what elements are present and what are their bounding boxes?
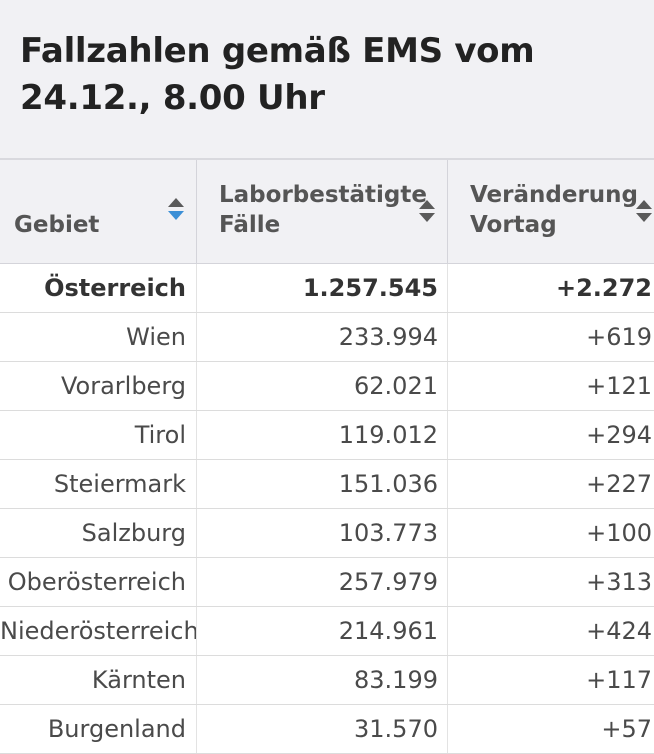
cases-cell: 119.012 <box>196 411 438 459</box>
change-cell: +619 <box>447 313 654 361</box>
column-header-label: Laborbestätigte Fälle <box>219 182 427 238</box>
table-row: Vorarlberg 62.021 +121 <box>0 362 654 411</box>
table-row-total: Österreich 1.257.545 +2.272 <box>0 264 654 313</box>
region-cell: Steiermark <box>53 470 186 498</box>
table-row: Kärnten 83.199 +117 <box>0 656 654 705</box>
change-cell: +121 <box>447 362 654 410</box>
table-header: Gebiet Laborbestätigte Fälle Veränderung… <box>0 160 654 264</box>
change-cell: +227 <box>447 460 654 508</box>
region-cell: Vorarlberg <box>60 372 186 400</box>
region-cell: Wien <box>126 323 186 351</box>
region-cell: Niederösterreich <box>0 617 199 645</box>
cases-cell: 151.036 <box>196 460 438 508</box>
sort-descending-icon[interactable] <box>168 198 184 222</box>
change-cell: +2.272 <box>447 264 654 312</box>
cases-cell: 233.994 <box>196 313 438 361</box>
column-header-label: Veränderung Vortag <box>470 182 638 238</box>
table-row: Niederösterreich 214.961 +424 <box>0 607 654 656</box>
cases-cell: 257.979 <box>196 558 438 606</box>
table-row: Salzburg 103.773 +100 <box>0 509 654 558</box>
column-header-label: Gebiet <box>14 212 100 238</box>
table-row: Tirol 119.012 +294 <box>0 411 654 460</box>
table-row: Wien 233.994 +619 <box>0 313 654 362</box>
change-cell: +313 <box>447 558 654 606</box>
cases-cell: 83.199 <box>196 656 438 704</box>
cases-cell: 103.773 <box>196 509 438 557</box>
cases-cell: 62.021 <box>196 362 438 410</box>
table-row: Burgenland 31.570 +57 <box>0 705 654 754</box>
change-cell: +424 <box>447 607 654 655</box>
column-header-confirmed-cases[interactable]: Laborbestätigte Fälle <box>196 160 447 264</box>
cases-cell: 1.257.545 <box>196 264 438 312</box>
sort-icon[interactable] <box>419 200 435 224</box>
sort-icon[interactable] <box>636 200 652 224</box>
table-row: Steiermark 151.036 +227 <box>0 460 654 509</box>
change-cell: +294 <box>447 411 654 459</box>
change-cell: +100 <box>447 509 654 557</box>
cases-cell: 214.961 <box>196 607 438 655</box>
column-header-change[interactable]: Veränderung Vortag <box>447 160 654 264</box>
region-cell: Kärnten <box>91 666 186 694</box>
region-cell: Burgenland <box>47 715 186 743</box>
title-panel: Fallzahlen gemäß EMS vom 24.12., 8.00 Uh… <box>0 0 654 160</box>
column-header-region[interactable]: Gebiet <box>0 160 196 264</box>
cases-cell: 31.570 <box>196 705 438 753</box>
table-title: Fallzahlen gemäß EMS vom 24.12., 8.00 Uh… <box>20 31 535 118</box>
table-row: Oberösterreich 257.979 +313 <box>0 558 654 607</box>
region-cell: Österreich <box>44 274 186 302</box>
region-cell: Salzburg <box>81 519 186 547</box>
change-cell: +57 <box>447 705 654 753</box>
region-cell: Oberösterreich <box>7 568 186 596</box>
change-cell: +117 <box>447 656 654 704</box>
region-cell: Tirol <box>134 421 186 449</box>
